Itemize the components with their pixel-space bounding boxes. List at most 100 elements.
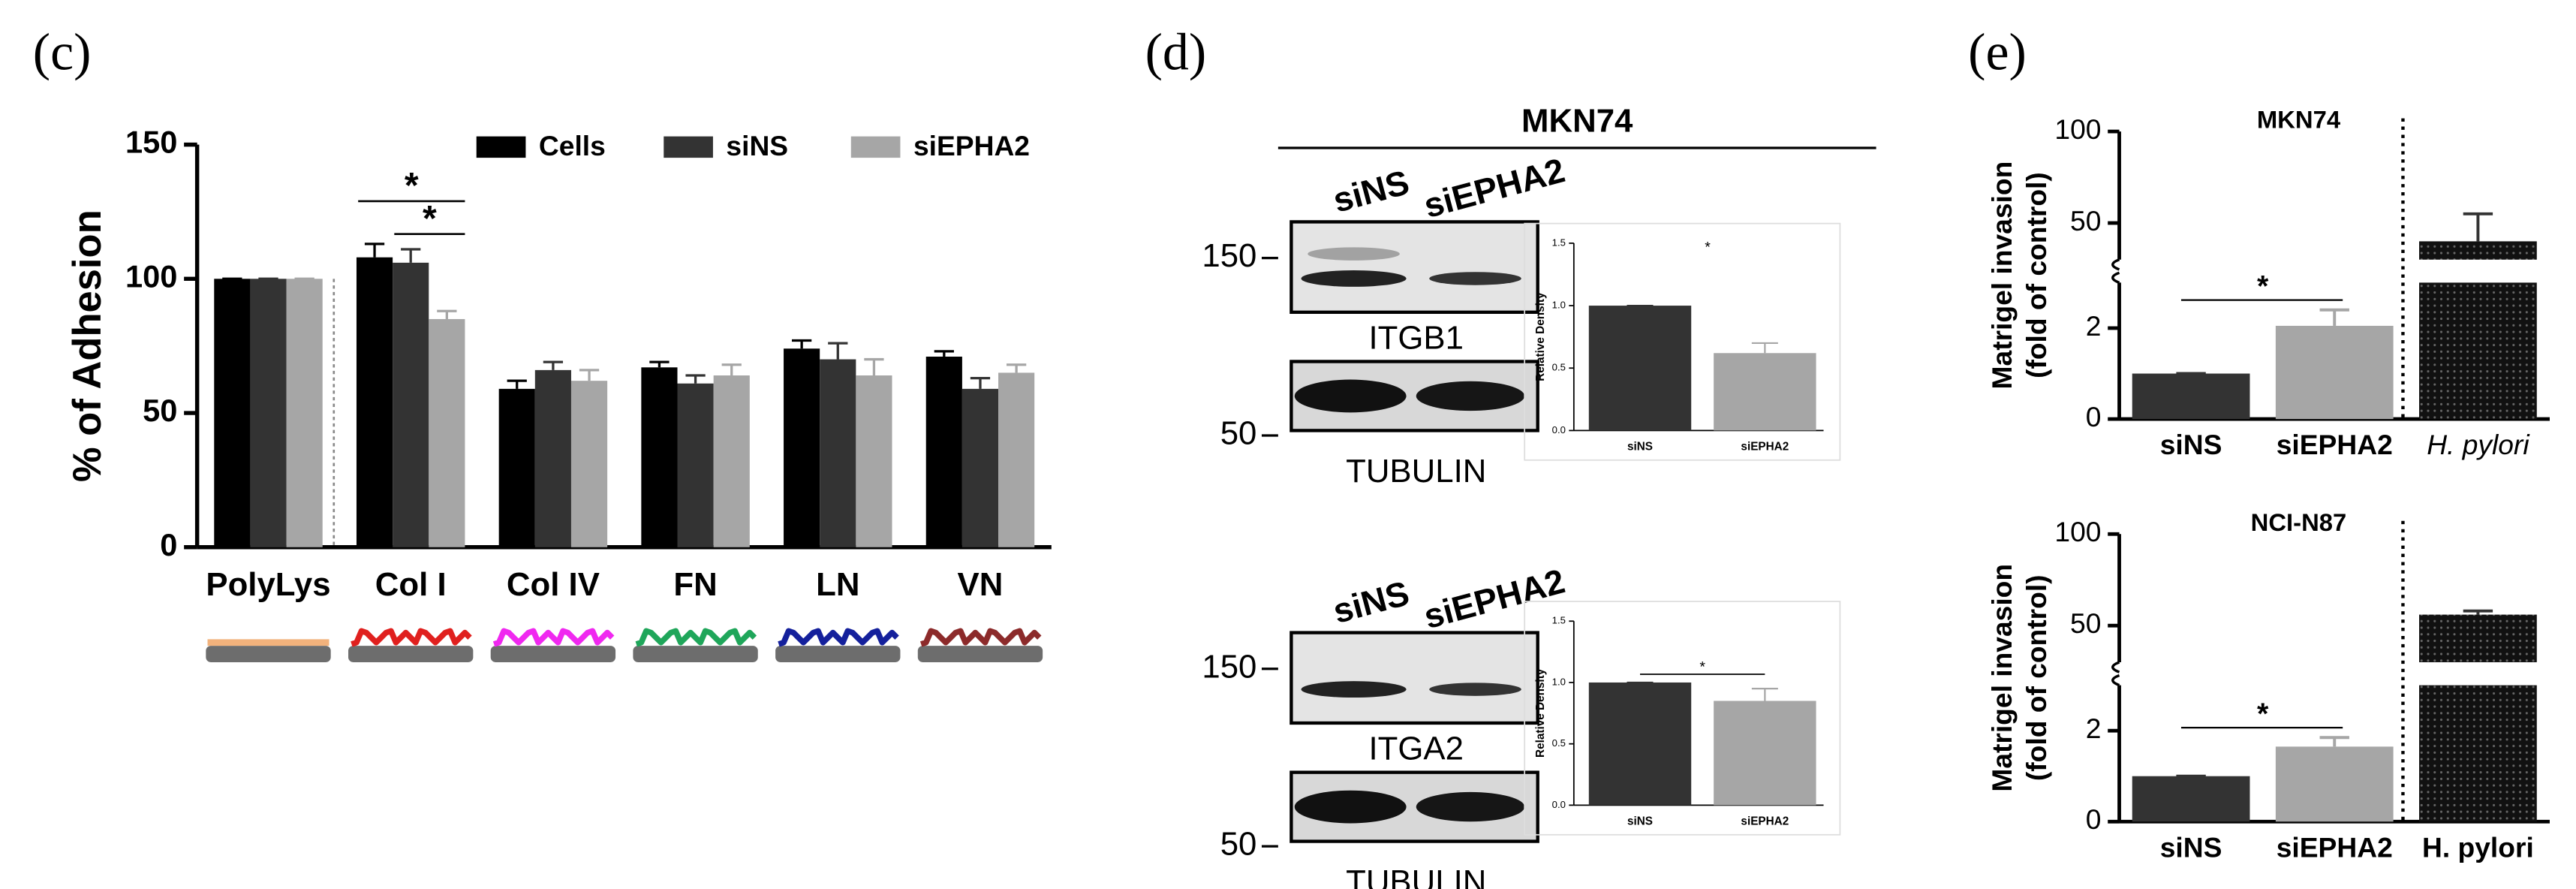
y-tick-label: 0 bbox=[160, 527, 177, 562]
legend-swatch bbox=[664, 136, 713, 158]
blot-band bbox=[1416, 381, 1525, 411]
bar bbox=[784, 348, 820, 547]
significance-star: * bbox=[1705, 240, 1711, 256]
bar bbox=[998, 372, 1035, 547]
y-tick-label: 100 bbox=[2054, 113, 2101, 145]
bar bbox=[250, 279, 287, 547]
lane-label: siNS bbox=[1329, 573, 1413, 631]
x-tick-label: Col I bbox=[375, 566, 447, 603]
plot-frame bbox=[1524, 601, 1841, 836]
bar bbox=[713, 375, 750, 547]
y-axis-label: Matrigel invasion bbox=[1986, 564, 2018, 792]
y-tick-label: 50 bbox=[2070, 607, 2101, 639]
y-axis-label: % of Adhesion bbox=[65, 209, 110, 482]
x-tick-label: H. pylori bbox=[2427, 429, 2530, 460]
bar bbox=[356, 257, 393, 547]
blot-marker: 150 bbox=[1202, 648, 1256, 685]
y-tick-label: 2 bbox=[2086, 713, 2102, 744]
lane-label: siEPHA2 bbox=[1420, 561, 1569, 636]
x-tick-label: siNS bbox=[2160, 429, 2222, 460]
substrate-coat bbox=[492, 628, 615, 647]
blot-band bbox=[1301, 681, 1407, 698]
axis-break bbox=[2111, 258, 2120, 285]
significance-star: * bbox=[2257, 270, 2269, 303]
blot-band bbox=[1429, 683, 1521, 696]
plot-frame bbox=[1524, 222, 1841, 461]
blot-cell-line: MKN74 bbox=[1521, 103, 1633, 140]
bar bbox=[820, 359, 856, 547]
y-tick-label: 0.5 bbox=[1552, 362, 1566, 373]
y-tick-label: 1.0 bbox=[1552, 300, 1566, 311]
y-tick-label: 0.0 bbox=[1552, 799, 1566, 810]
bar bbox=[429, 318, 465, 547]
bar bbox=[677, 383, 714, 547]
x-tick-label: siEPHA2 bbox=[1741, 815, 1789, 827]
x-tick-label: siEPHA2 bbox=[1741, 440, 1789, 453]
substrate-base bbox=[917, 646, 1043, 662]
y-axis-label: (fold of control) bbox=[2021, 574, 2052, 781]
bar bbox=[534, 369, 571, 547]
y-axis-label: Relative Density bbox=[1534, 668, 1547, 758]
blot-box bbox=[1290, 631, 1539, 725]
substrate-base bbox=[490, 646, 616, 662]
bar bbox=[2419, 241, 2537, 260]
x-tick-label: siNS bbox=[1627, 815, 1653, 827]
substrate-coat bbox=[635, 628, 757, 647]
y-tick-label: 0.5 bbox=[1552, 737, 1566, 749]
bar bbox=[2419, 685, 2537, 822]
x-tick-label: VN bbox=[958, 566, 1004, 603]
blot-marker: 50 bbox=[1220, 826, 1257, 863]
bar bbox=[2275, 325, 2394, 420]
x-tick-label: siNS bbox=[2160, 831, 2222, 863]
legend-label: siEPHA2 bbox=[913, 130, 1030, 161]
blot-label: ITGA2 bbox=[1368, 731, 1463, 767]
lane-label: siNS bbox=[1329, 162, 1413, 220]
bar bbox=[1714, 701, 1816, 806]
axis-break bbox=[2111, 661, 2120, 687]
y-tick-label: 50 bbox=[2070, 205, 2101, 237]
blot-marker: 150 bbox=[1202, 237, 1256, 274]
y-tick-label: 100 bbox=[125, 258, 177, 294]
bar bbox=[2419, 282, 2537, 420]
y-tick-label: 150 bbox=[125, 125, 177, 160]
x-tick-label: siNS bbox=[1627, 440, 1653, 453]
blot-band bbox=[1416, 791, 1525, 822]
y-axis-label: Matrigel invasion bbox=[1986, 161, 2018, 390]
bar bbox=[1588, 306, 1692, 431]
y-tick-label: 100 bbox=[2054, 516, 2101, 547]
blot-band bbox=[1429, 272, 1521, 285]
x-tick-label: siEPHA2 bbox=[2277, 429, 2393, 460]
blot-band bbox=[1294, 379, 1407, 413]
legend-label: siNS bbox=[726, 130, 788, 161]
x-tick-label: FN bbox=[673, 566, 717, 603]
bar bbox=[961, 388, 999, 547]
panel-label: (d) bbox=[1145, 24, 1207, 82]
blot-box bbox=[1290, 220, 1539, 315]
blot-band bbox=[1294, 790, 1407, 824]
lane-label: siEPHA2 bbox=[1420, 150, 1569, 225]
x-tick-label: siEPHA2 bbox=[2277, 831, 2393, 863]
legend-swatch bbox=[850, 136, 901, 158]
legend-swatch bbox=[476, 136, 526, 158]
y-tick-label: 0.0 bbox=[1552, 424, 1566, 435]
bar bbox=[393, 262, 429, 547]
substrate-base bbox=[775, 646, 901, 662]
bar bbox=[286, 279, 323, 547]
substrate-coat bbox=[351, 628, 472, 647]
substrate-base bbox=[633, 646, 758, 662]
legend-label: Cells bbox=[539, 130, 606, 161]
panel-label: (e) bbox=[1968, 24, 2027, 82]
y-tick-label: 50 bbox=[143, 393, 177, 428]
x-tick-label: Col IV bbox=[507, 566, 600, 603]
blot-marker: 50 bbox=[1220, 415, 1257, 452]
blot-label: ITGB1 bbox=[1368, 320, 1463, 357]
bar bbox=[856, 375, 892, 547]
significance-star: * bbox=[405, 165, 419, 206]
bar bbox=[1714, 353, 1816, 431]
substrate-coat bbox=[778, 628, 899, 647]
substrate-coat bbox=[207, 639, 330, 646]
substrate-base bbox=[206, 646, 331, 662]
chart-title: MKN74 bbox=[2257, 106, 2341, 134]
panel-label: (c) bbox=[33, 24, 92, 82]
